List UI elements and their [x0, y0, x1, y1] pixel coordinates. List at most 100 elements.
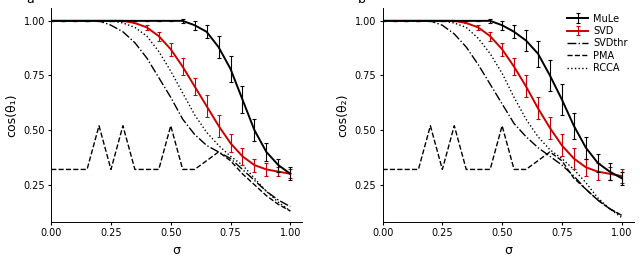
- SVDthr: [203, 144, 211, 147]
- SVDthr: [155, 76, 163, 79]
- PMA: [71, 168, 79, 171]
- Line: RCCA: RCCA: [383, 21, 621, 217]
- X-axis label: σ: σ: [173, 244, 180, 257]
- PMA: [463, 168, 470, 171]
- SVDthr: [227, 157, 234, 160]
- RCCA: [191, 113, 198, 116]
- SVDthr: [522, 135, 530, 138]
- PMA: [390, 168, 398, 171]
- PMA: [155, 168, 163, 171]
- SVDthr: [107, 24, 115, 27]
- Text: b: b: [358, 0, 365, 6]
- RCCA: [143, 35, 150, 38]
- PMA: [203, 159, 211, 162]
- SVDthr: [390, 19, 398, 22]
- Y-axis label: cos(θ₁): cos(θ₁): [4, 93, 18, 136]
- Line: PMA: PMA: [383, 126, 621, 215]
- PMA: [287, 209, 294, 213]
- RCCA: [60, 19, 67, 22]
- PMA: [510, 168, 518, 171]
- SVDthr: [570, 174, 578, 178]
- RCCA: [403, 19, 410, 22]
- Legend: MuLe, SVD, SVDthr, PMA, RCCA: MuLe, SVD, SVDthr, PMA, RCCA: [566, 13, 628, 74]
- SVDthr: [606, 207, 614, 210]
- RCCA: [426, 19, 434, 22]
- PMA: [131, 168, 139, 171]
- SVDthr: [95, 19, 103, 22]
- SVDthr: [275, 198, 282, 201]
- SVDthr: [379, 19, 387, 22]
- SVDthr: [179, 118, 186, 121]
- PMA: [606, 207, 614, 210]
- SVDthr: [582, 188, 589, 191]
- Line: RCCA: RCCA: [51, 21, 291, 211]
- RCCA: [534, 135, 542, 138]
- SVDthr: [451, 33, 458, 36]
- SVDthr: [474, 63, 482, 66]
- PMA: [594, 198, 602, 201]
- PMA: [83, 168, 91, 171]
- SVDthr: [415, 19, 422, 22]
- SVDthr: [60, 19, 67, 22]
- SVDthr: [510, 122, 518, 125]
- PMA: [558, 159, 566, 162]
- RCCA: [558, 157, 566, 160]
- Line: PMA: PMA: [51, 126, 291, 211]
- PMA: [107, 168, 115, 171]
- RCCA: [214, 144, 222, 147]
- SVDthr: [618, 214, 625, 217]
- RCCA: [107, 19, 115, 22]
- PMA: [275, 203, 282, 206]
- RCCA: [155, 50, 163, 53]
- PMA: [451, 124, 458, 127]
- PMA: [119, 124, 127, 127]
- SVDthr: [486, 83, 494, 86]
- RCCA: [606, 207, 614, 210]
- PMA: [143, 168, 150, 171]
- X-axis label: σ: σ: [504, 244, 512, 257]
- PMA: [191, 168, 198, 171]
- PMA: [499, 124, 506, 127]
- PMA: [95, 124, 103, 127]
- SVDthr: [71, 19, 79, 22]
- RCCA: [119, 21, 127, 25]
- SVDthr: [594, 198, 602, 201]
- Line: SVDthr: SVDthr: [383, 21, 621, 215]
- PMA: [426, 124, 434, 127]
- SVDthr: [47, 19, 55, 22]
- Line: SVDthr: SVDthr: [51, 21, 291, 207]
- RCCA: [251, 177, 259, 180]
- PMA: [546, 150, 554, 154]
- SVDthr: [438, 24, 446, 27]
- SVDthr: [287, 205, 294, 208]
- RCCA: [47, 19, 55, 22]
- PMA: [179, 168, 186, 171]
- SVDthr: [463, 45, 470, 49]
- RCCA: [167, 70, 175, 73]
- RCCA: [570, 168, 578, 171]
- RCCA: [262, 190, 270, 193]
- SVDthr: [143, 57, 150, 60]
- PMA: [403, 168, 410, 171]
- RCCA: [510, 96, 518, 99]
- PMA: [474, 168, 482, 171]
- SVDthr: [546, 155, 554, 158]
- RCCA: [83, 19, 91, 22]
- SVDthr: [251, 179, 259, 182]
- RCCA: [522, 118, 530, 121]
- RCCA: [618, 216, 625, 219]
- RCCA: [582, 181, 589, 184]
- PMA: [379, 168, 387, 171]
- RCCA: [179, 91, 186, 94]
- SVDthr: [167, 96, 175, 99]
- PMA: [486, 168, 494, 171]
- SVDthr: [534, 146, 542, 149]
- PMA: [47, 168, 55, 171]
- SVDthr: [119, 30, 127, 33]
- RCCA: [95, 19, 103, 22]
- SVDthr: [499, 102, 506, 106]
- SVDthr: [191, 133, 198, 136]
- RCCA: [463, 26, 470, 29]
- PMA: [522, 168, 530, 171]
- Y-axis label: cos(θ₂): cos(θ₂): [336, 93, 349, 136]
